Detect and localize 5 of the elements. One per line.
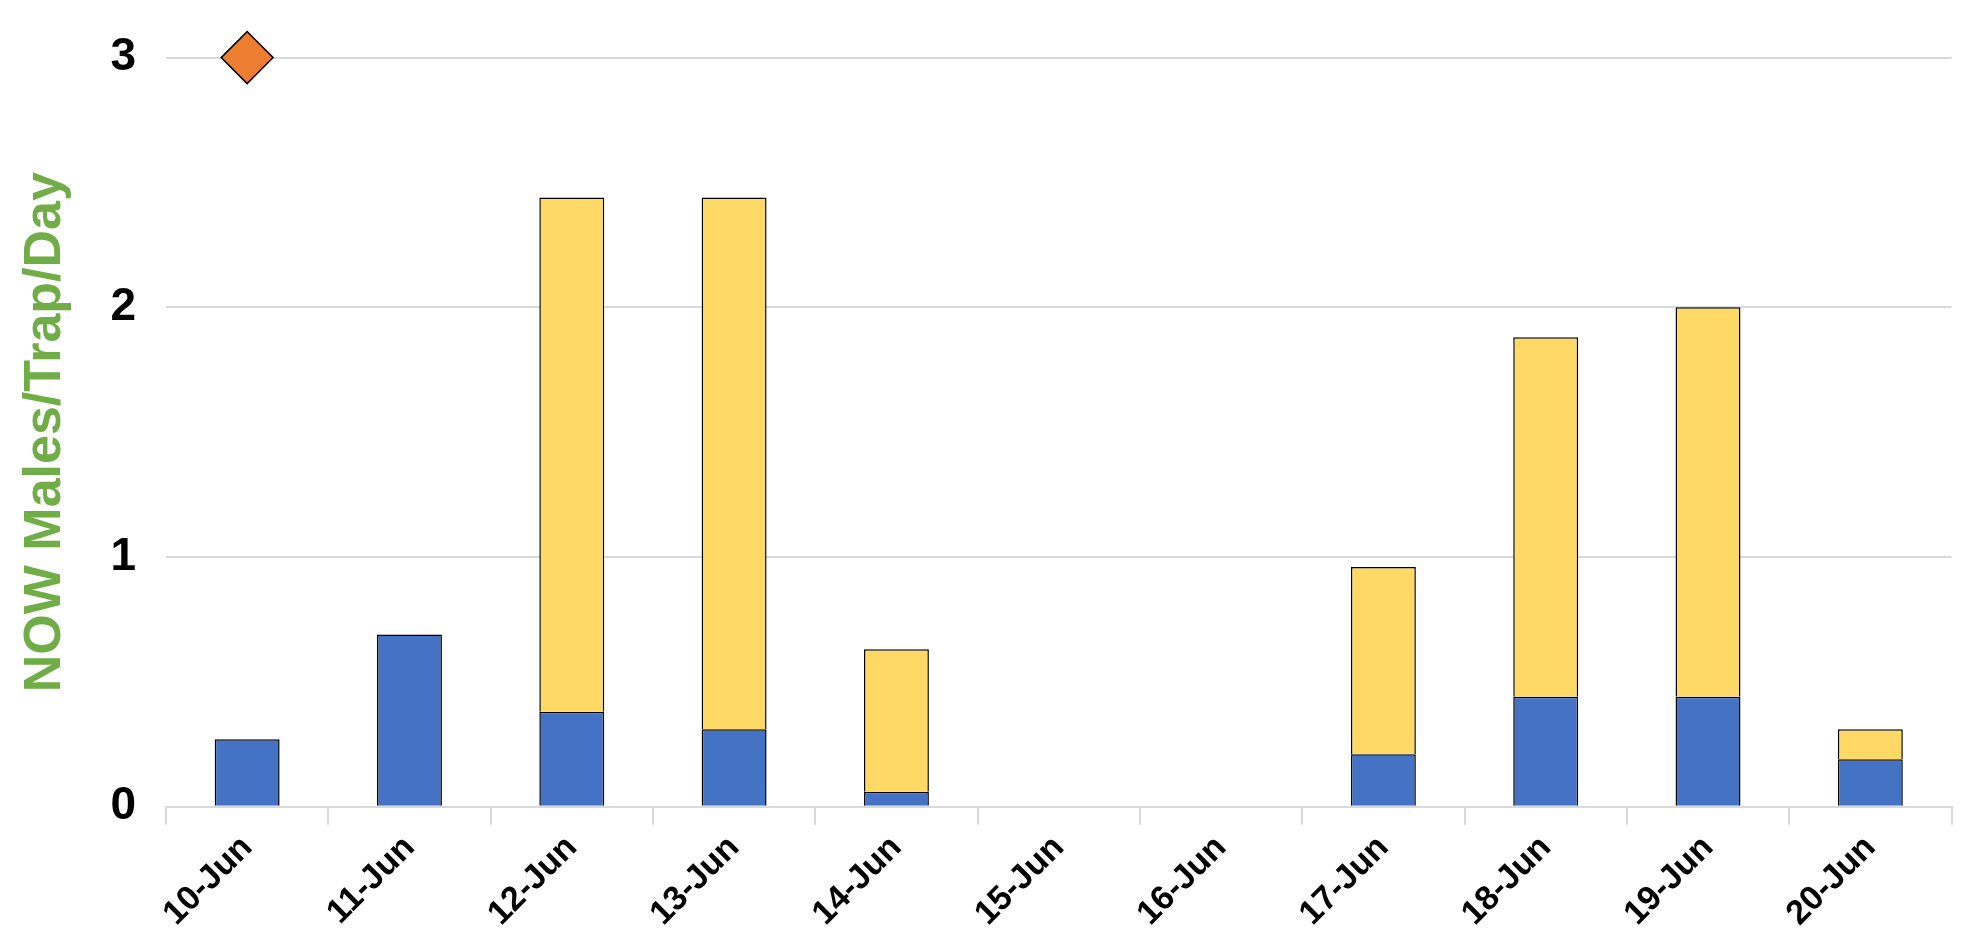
y-tick-label: 2: [110, 277, 136, 330]
y-axis-title: NOW Males/Trap/Day: [12, 171, 71, 693]
y-tick-label: 1: [110, 527, 136, 580]
y-tick-label: 0: [110, 777, 136, 830]
y-tick-label: 3: [110, 28, 136, 81]
